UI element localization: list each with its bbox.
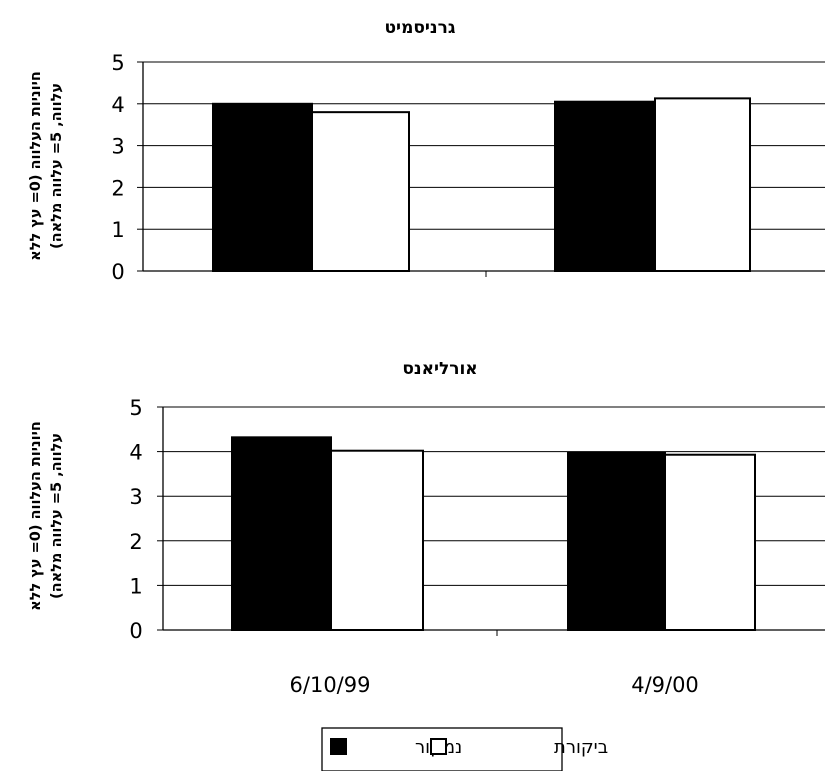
bar [554,100,656,272]
bar [654,97,751,272]
bar [664,453,756,631]
bar [567,451,666,631]
bar [330,449,424,632]
legend-swatch [330,738,347,755]
y-tick-label: 3 [111,135,124,159]
legend: נמקורביקורת [321,727,608,771]
y-tick-label: 2 [129,530,142,554]
y-tick-label: 3 [129,485,142,509]
chart-title: אורליאנס [402,359,477,379]
legend-label: ביקורת [554,737,608,758]
chart-title: גרניסמיט [385,18,456,38]
bar [231,436,332,631]
chart-2: אורליאנס חיוניות העלווה (0= עץ ללאעלווה, … [28,359,825,697]
y-axis-label: חיוניות העלווה (0= עץ ללאעלווה, 5= עלווה… [28,421,65,611]
y-tick-label: 4 [129,441,142,465]
bar [212,102,313,272]
y-tick-label: 1 [129,574,142,598]
legend-swatch [430,738,447,755]
y-tick-label: 5 [129,396,142,420]
bar [311,111,410,272]
y-tick-label: 0 [111,260,124,284]
x-tick-label: 6/10/99 [290,673,371,697]
chart-1: גרניסמיט חיוניות העלווה (0= עץ ללאעלווה, … [28,18,825,284]
y-tick-label: 5 [111,51,124,75]
y-tick-label: 1 [111,218,124,242]
x-tick-label: 4/9/00 [631,673,699,697]
y-tick-label: 0 [129,619,142,643]
y-tick-label: 4 [111,93,124,117]
y-axis-label: חיוניות העלווה (0= עץ ללאעלווה, 5= עלווה… [28,71,65,261]
y-tick-label: 2 [111,176,124,200]
